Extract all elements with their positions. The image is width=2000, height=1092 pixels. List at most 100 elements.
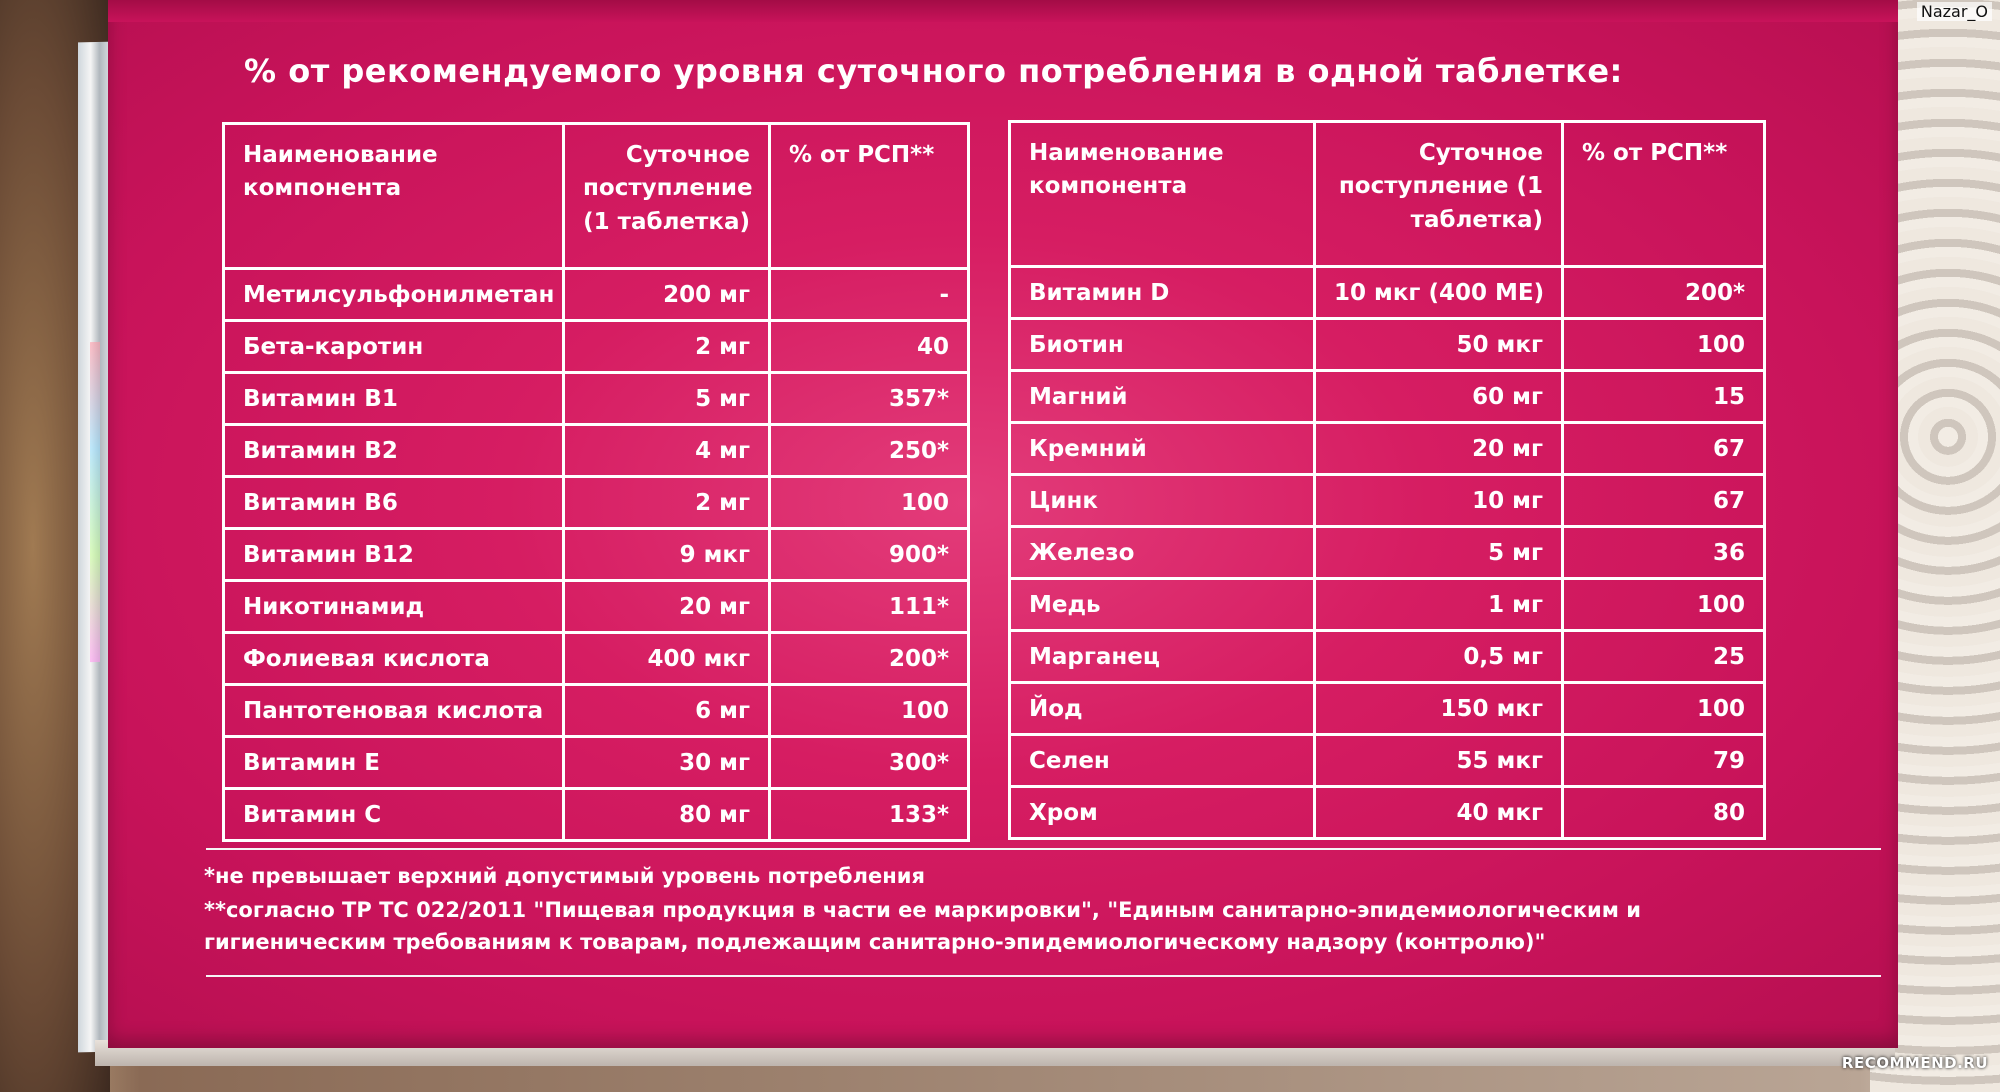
component-name-cell: Железо — [1008, 525, 1316, 580]
percent-rsp-cell: 100 — [768, 475, 970, 530]
percent-rsp-cell: - — [768, 267, 970, 322]
table-row: Медь 1 мг 100 — [1008, 577, 1766, 632]
component-name-cell: Хром — [1008, 785, 1316, 840]
daily-intake-cell: 150 мкг — [1313, 681, 1564, 736]
component-name-cell: Селен — [1008, 733, 1316, 788]
component-name-cell: Кремний — [1008, 421, 1316, 476]
daily-intake-cell: 5 мг — [1313, 525, 1564, 580]
divider-line — [206, 848, 1881, 850]
daily-intake-cell: 30 мг — [562, 735, 771, 790]
table-row: Метилсульфонилметан 200 мг - — [222, 267, 970, 322]
table-row: Витамин Е 30 мг 300* — [222, 735, 970, 790]
daily-intake-cell: 55 мкг — [1313, 733, 1564, 788]
percent-rsp-cell: 100 — [1561, 577, 1766, 632]
component-name-cell: Фолиевая кислота — [222, 631, 565, 686]
percent-rsp-cell: 200* — [768, 631, 970, 686]
header-component-name: Наименование компонента — [1008, 120, 1316, 268]
header-component-name: Наименование компонента — [222, 122, 565, 270]
percent-rsp-cell: 79 — [1561, 733, 1766, 788]
daily-intake-cell: 1 мг — [1313, 577, 1564, 632]
daily-intake-cell: 9 мкг — [562, 527, 771, 582]
watermark-site-logo: RECOMMEND.RU — [1841, 1054, 1988, 1072]
table-header-row: Наименование компонента Суточное поступл… — [222, 122, 970, 270]
table-row: Никотинамид 20 мг 111* — [222, 579, 970, 634]
component-name-cell: Витамин С — [222, 787, 565, 842]
watermark-username: Nazar_O — [1916, 2, 1992, 21]
daily-intake-cell: 200 мг — [562, 267, 771, 322]
table-row: Витамин В2 4 мг 250* — [222, 423, 970, 478]
footnote-upper-limit: *не превышает верхний допустимый уровень… — [204, 864, 925, 888]
daily-intake-cell: 20 мг — [1313, 421, 1564, 476]
daily-intake-cell: 50 мкг — [1313, 317, 1564, 372]
percent-rsp-cell: 300* — [768, 735, 970, 790]
table-row: Цинк 10 мг 67 — [1008, 473, 1766, 528]
percent-rsp-cell: 40 — [768, 319, 970, 374]
table-row: Бета-каротин 2 мг 40 — [222, 319, 970, 374]
component-name-cell: Цинк — [1008, 473, 1316, 528]
percent-rsp-cell: 900* — [768, 527, 970, 582]
table-header-row: Наименование компонента Суточное поступл… — [1008, 120, 1766, 268]
page-title: % от рекомендуемого уровня суточного пот… — [244, 52, 1623, 90]
header-daily-intake: Суточное поступление (1 таблетка) — [1313, 120, 1564, 268]
table-row: Витамин В6 2 мг 100 — [222, 475, 970, 530]
component-name-cell: Никотинамид — [222, 579, 565, 634]
component-name-cell: Магний — [1008, 369, 1316, 424]
header-percent-rsp: % от РСП** — [1561, 120, 1766, 268]
footnote-regulation: **согласно ТР ТС 022/2011 "Пищевая проду… — [204, 898, 1641, 922]
box-top-edge — [108, 0, 1898, 22]
header-percent-rsp: % от РСП** — [768, 122, 970, 270]
table-row: Железо 5 мг 36 — [1008, 525, 1766, 580]
daily-intake-cell: 80 мг — [562, 787, 771, 842]
daily-intake-cell: 400 мкг — [562, 631, 771, 686]
component-name-cell: Пантотеновая кислота — [222, 683, 565, 738]
daily-intake-cell: 6 мг — [562, 683, 771, 738]
table-row: Витамин С 80 мг 133* — [222, 787, 970, 842]
table-row: Магний 60 мг 15 — [1008, 369, 1766, 424]
table-row: Йод 150 мкг 100 — [1008, 681, 1766, 736]
table-row: Селен 55 мкг 79 — [1008, 733, 1766, 788]
percent-rsp-cell: 67 — [1561, 473, 1766, 528]
daily-intake-cell: 2 мг — [562, 475, 771, 530]
nutrition-table-right: Наименование компонента Суточное поступл… — [1008, 120, 1766, 840]
table-row: Витамин D 10 мкг (400 МЕ) 200* — [1008, 265, 1766, 320]
percent-rsp-cell: 100 — [1561, 317, 1766, 372]
percent-rsp-cell: 36 — [1561, 525, 1766, 580]
percent-rsp-cell: 100 — [768, 683, 970, 738]
component-name-cell: Медь — [1008, 577, 1316, 632]
table-row: Марганец 0,5 мг 25 — [1008, 629, 1766, 684]
daily-intake-cell: 10 мг — [1313, 473, 1564, 528]
header-daily-intake: Суточное поступление (1 таблетка) — [562, 122, 771, 270]
component-name-cell: Метилсульфонилметан — [222, 267, 565, 322]
table-row: Пантотеновая кислота 6 мг 100 — [222, 683, 970, 738]
daily-intake-cell: 5 мг — [562, 371, 771, 426]
package-panel: % от рекомендуемого уровня суточного пот… — [108, 0, 1898, 1048]
nutrition-table-left: Наименование компонента Суточное поступл… — [222, 122, 970, 842]
component-name-cell: Витамин В6 — [222, 475, 565, 530]
percent-rsp-cell: 111* — [768, 579, 970, 634]
component-name-cell: Биотин — [1008, 317, 1316, 372]
percent-rsp-cell: 200* — [1561, 265, 1766, 320]
percent-rsp-cell: 67 — [1561, 421, 1766, 476]
daily-intake-cell: 10 мкг (400 МЕ) — [1313, 265, 1564, 320]
table-row: Витамин В12 9 мкг 900* — [222, 527, 970, 582]
daily-intake-cell: 20 мг — [562, 579, 771, 634]
daily-intake-cell: 40 мкг — [1313, 785, 1564, 840]
percent-rsp-cell: 15 — [1561, 369, 1766, 424]
component-name-cell: Витамин D — [1008, 265, 1316, 320]
divider-line — [206, 975, 1881, 977]
percent-rsp-cell: 100 — [1561, 681, 1766, 736]
daily-intake-cell: 0,5 мг — [1313, 629, 1564, 684]
component-name-cell: Витамин В1 — [222, 371, 565, 426]
daily-intake-cell: 4 мг — [562, 423, 771, 478]
component-name-cell: Витамин В12 — [222, 527, 565, 582]
footnote-regulation-continued: гигиеническим требованиям к товарам, под… — [204, 930, 1546, 954]
table-row: Кремний 20 мг 67 — [1008, 421, 1766, 476]
percent-rsp-cell: 25 — [1561, 629, 1766, 684]
percent-rsp-cell: 80 — [1561, 785, 1766, 840]
percent-rsp-cell: 250* — [768, 423, 970, 478]
percent-rsp-cell: 357* — [768, 371, 970, 426]
component-name-cell: Бета-каротин — [222, 319, 565, 374]
percent-rsp-cell: 133* — [768, 787, 970, 842]
component-name-cell: Йод — [1008, 681, 1316, 736]
component-name-cell: Витамин Е — [222, 735, 565, 790]
